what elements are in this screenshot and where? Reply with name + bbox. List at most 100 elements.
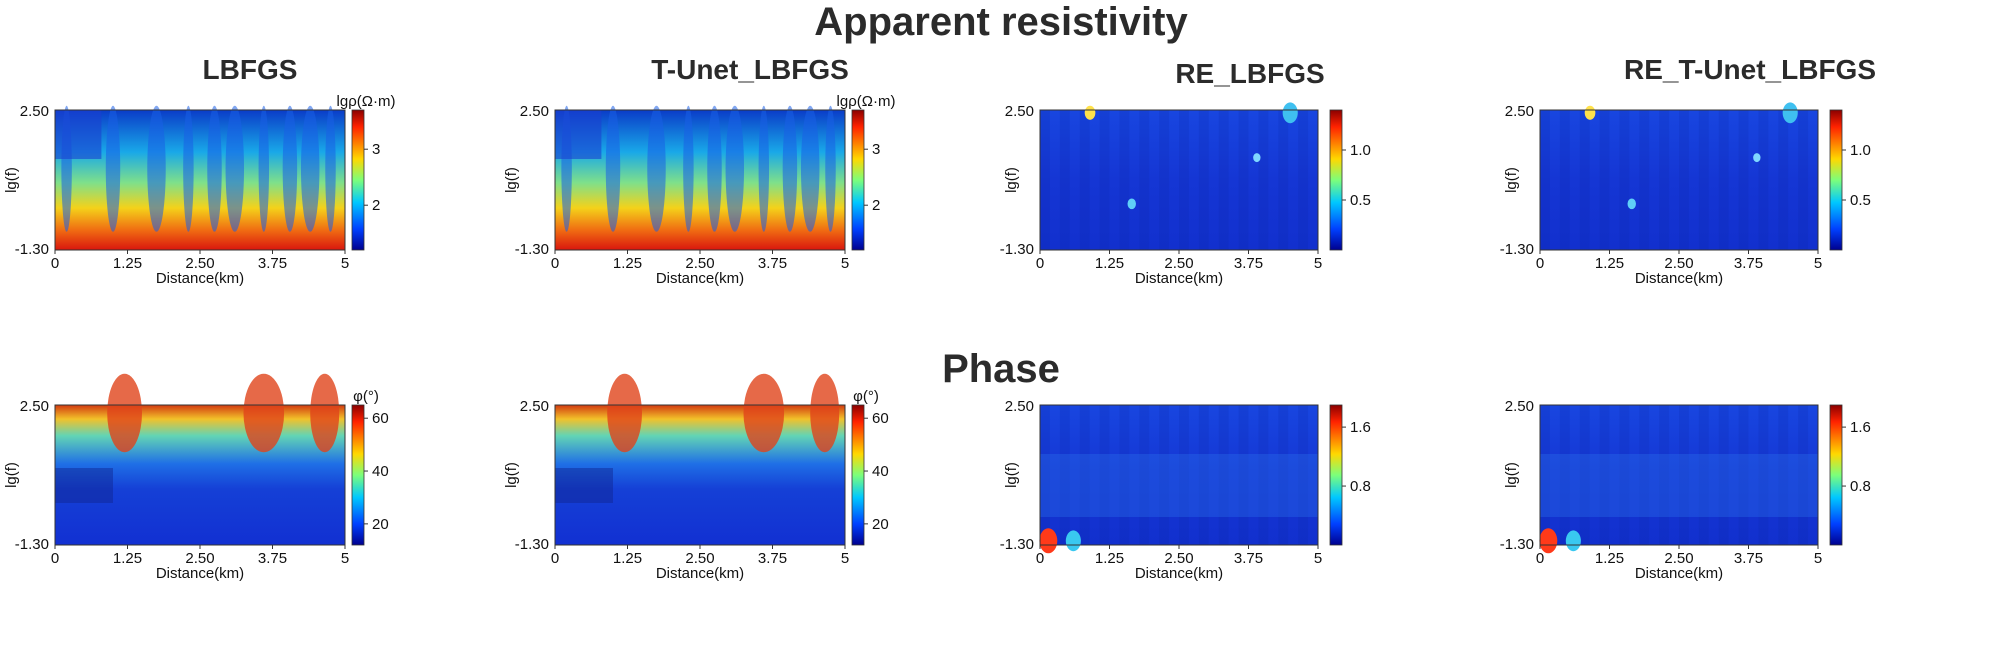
x-tick-label: 0 [1036, 550, 1044, 567]
x-axis-label: Distance(km) [1635, 270, 1723, 287]
heatmap-re-t-unet-lbfgs-phase: 0 1.25 2.50 3.75 5 2.50 -1.30 Distance(km) lg(f)… [1500, 398, 1871, 582]
x-axis-label: Distance(km) [656, 565, 744, 582]
x-tick-label: 1.25 [1595, 550, 1624, 567]
x-tick-label: 1.25 [1095, 550, 1124, 567]
colorbar-tick-label: 1.6 [1350, 419, 1371, 436]
x-tick-label: 3.75 [758, 550, 787, 567]
heatmap-lbfgs-resistivity: 0 1.25 2.50 3.75 5 2.50 -1.30 Distance(km) lg(f)… [3, 93, 395, 287]
x-tick-label: 5 [341, 550, 349, 567]
heatmap-field [555, 405, 845, 545]
colorbar-tick-label: 2 [872, 197, 880, 214]
x-axis-label: Distance(km) [656, 270, 744, 287]
x-tick-label: 1.25 [1595, 255, 1624, 272]
x-tick-label: 2.50 [1664, 550, 1693, 567]
x-tick-label: 1.25 [613, 550, 642, 567]
y-tick-label: 2.50 [520, 103, 549, 120]
y-axis-label: lg(f) [3, 462, 20, 488]
y-tick-label: -1.30 [515, 536, 549, 553]
colorbar-tick-label: 0.5 [1350, 192, 1371, 209]
colorbar-tick-label: 60 [872, 410, 889, 427]
colorbar [351, 109, 365, 251]
x-tick-label: 1.25 [113, 255, 142, 272]
heatmap-texture [555, 373, 840, 503]
colorbar-tick-label: 20 [872, 516, 889, 533]
y-tick-label: -1.30 [515, 241, 549, 258]
y-tick-label: -1.30 [1000, 241, 1034, 258]
colorbar-tick-label: 3 [872, 141, 880, 158]
colorbar-tick-label: 3 [372, 141, 380, 158]
x-tick-label: 2.50 [185, 550, 214, 567]
heatmap-texture [1039, 405, 1318, 554]
x-tick-label: 0 [1536, 255, 1544, 272]
colorbar-tick-label: 1.0 [1850, 142, 1871, 159]
heatmap-texture [1540, 102, 1809, 250]
x-tick-label: 0 [551, 255, 559, 272]
x-tick-label: 0 [51, 550, 59, 567]
colorbar-label: φ(°) [353, 388, 379, 405]
y-tick-label: 2.50 [1005, 398, 1034, 415]
x-tick-label: 0 [1036, 255, 1044, 272]
figure-title-apparent-resistivity: Apparent resistivity [814, 0, 1188, 44]
heatmap-texture [55, 373, 340, 503]
colorbar [851, 109, 865, 251]
x-tick-label: 3.75 [758, 255, 787, 272]
heatmap-texture [55, 105, 336, 232]
y-tick-label: -1.30 [1500, 241, 1534, 258]
x-axis-label: Distance(km) [1135, 565, 1223, 582]
colorbar [1829, 109, 1843, 251]
y-tick-label: -1.30 [1000, 536, 1034, 553]
colorbar-label: lgρ(Ω·m) [337, 93, 396, 110]
y-tick-label: 2.50 [1505, 398, 1534, 415]
x-axis-label: Distance(km) [1135, 270, 1223, 287]
colorbar-tick-label: 20 [372, 516, 389, 533]
x-tick-label: 5 [1314, 255, 1322, 272]
y-axis-label: lg(f) [3, 167, 20, 193]
column-title-re-lbfgs: RE_LBFGS [1175, 58, 1325, 89]
y-axis-label: lg(f) [503, 167, 520, 193]
x-tick-label: 3.75 [1234, 255, 1263, 272]
colorbar-label: φ(°) [853, 388, 879, 405]
y-tick-label: 2.50 [520, 398, 549, 415]
x-axis-label: Distance(km) [156, 270, 244, 287]
y-tick-label: 2.50 [20, 398, 49, 415]
column-title-t-unet-lbfgs: T-Unet_LBFGS [651, 54, 849, 85]
x-axis-label: Distance(km) [1635, 565, 1723, 582]
x-tick-label: 5 [1814, 255, 1822, 272]
colorbar-tick-label: 0.8 [1850, 478, 1871, 495]
y-tick-label: -1.30 [1500, 536, 1534, 553]
y-tick-label: 2.50 [1505, 103, 1534, 120]
x-tick-label: 5 [841, 550, 849, 567]
colorbar [1829, 404, 1843, 546]
x-tick-label: 1.25 [113, 550, 142, 567]
colorbar [851, 404, 865, 546]
heatmap-field [1040, 110, 1318, 250]
heatmap-field [1540, 110, 1818, 250]
x-tick-label: 3.75 [1734, 255, 1763, 272]
y-tick-label: 2.50 [1005, 103, 1034, 120]
heatmap-t-unet-lbfgs-resistivity: 0 1.25 2.50 3.75 5 2.50 -1.30 Distance(km) lg(f)… [503, 93, 895, 287]
colorbar [1329, 404, 1343, 546]
x-tick-label: 5 [341, 255, 349, 272]
y-axis-label: lg(f) [1003, 462, 1020, 488]
x-tick-label: 2.50 [1164, 255, 1193, 272]
x-tick-label: 1.25 [613, 255, 642, 272]
heatmap-lbfgs-phase: 0 1.25 2.50 3.75 5 2.50 -1.30 Distance(km) lg(f)… [3, 373, 389, 582]
x-tick-label: 5 [1814, 550, 1822, 567]
x-tick-label: 5 [1314, 550, 1322, 567]
heatmap-field [1540, 405, 1818, 545]
heatmap-t-unet-lbfgs-phase: 0 1.25 2.50 3.75 5 2.50 -1.30 Distance(km) lg(f)… [503, 373, 889, 582]
y-axis-label: lg(f) [503, 462, 520, 488]
x-tick-label: 1.25 [1095, 255, 1124, 272]
x-tick-label: 2.50 [685, 255, 714, 272]
colorbar-label: lgρ(Ω·m) [837, 93, 896, 110]
heatmap-field [1040, 405, 1318, 545]
heatmap-texture [1539, 405, 1818, 554]
x-tick-label: 3.75 [258, 550, 287, 567]
colorbar-tick-label: 0.8 [1350, 478, 1371, 495]
colorbar-tick-label: 40 [872, 463, 889, 480]
colorbar-tick-label: 60 [372, 410, 389, 427]
x-tick-label: 3.75 [258, 255, 287, 272]
y-tick-label: -1.30 [15, 241, 49, 258]
heatmap-re-lbfgs-resistivity: 0 1.25 2.50 3.75 5 2.50 -1.30 Distance(km) lg(f)… [1000, 102, 1371, 287]
heatmap-re-lbfgs-phase: 0 1.25 2.50 3.75 5 2.50 -1.30 Distance(km) lg(f)… [1000, 398, 1371, 582]
